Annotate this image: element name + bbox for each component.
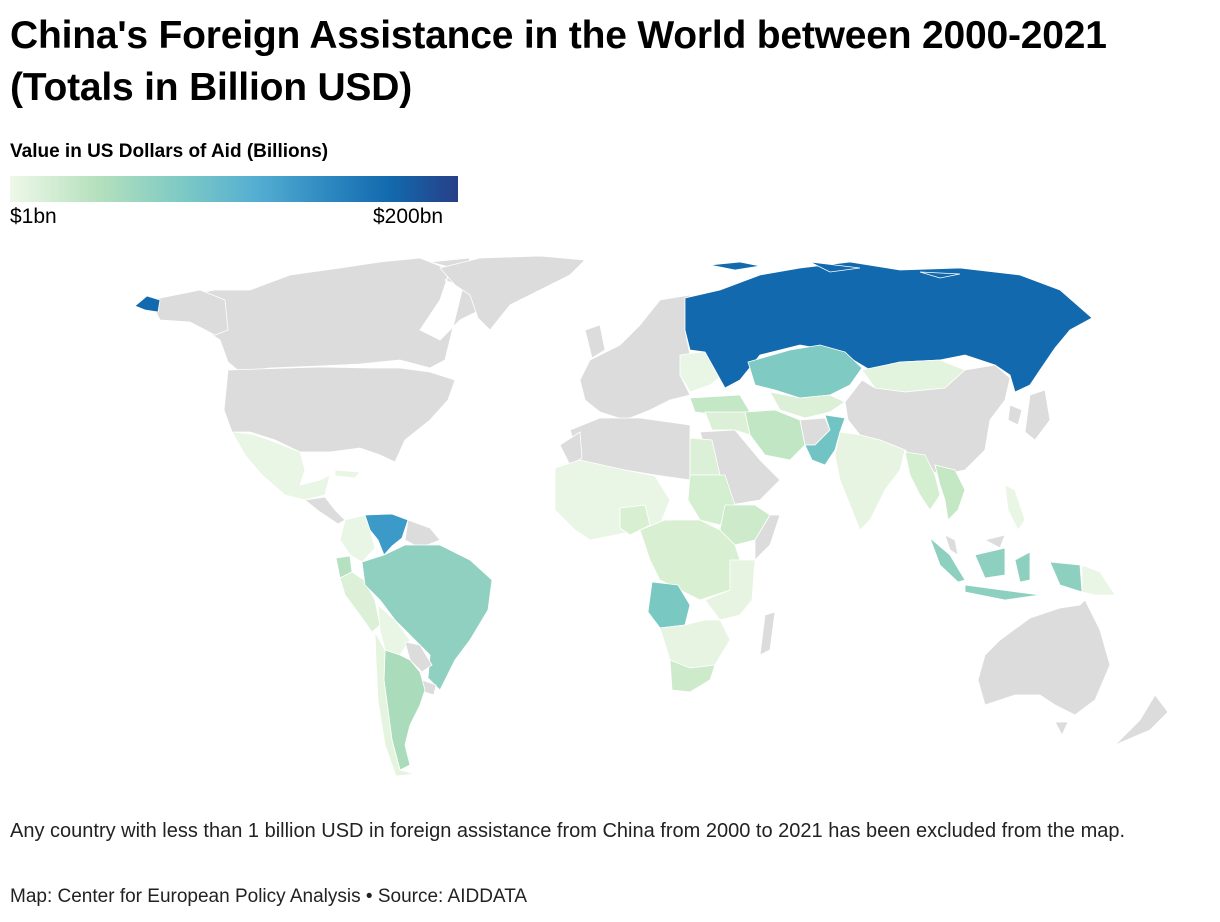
legend-max-label: $200bn xyxy=(373,205,444,228)
guianas[interactable] xyxy=(404,519,441,549)
country-greenland[interactable] xyxy=(439,255,586,331)
legend-min-label: $1bn xyxy=(10,205,57,228)
europe[interactable] xyxy=(579,294,691,421)
country-papua-new-guinea[interactable] xyxy=(1081,564,1116,596)
country-india[interactable] xyxy=(834,431,906,531)
country-venezuela[interactable] xyxy=(364,513,409,556)
country-pakistan[interactable] xyxy=(804,414,846,466)
country-somalia[interactable] xyxy=(754,514,781,561)
east-africa[interactable] xyxy=(704,559,756,621)
country-south-africa[interactable] xyxy=(669,659,716,693)
country-tasmania[interactable] xyxy=(1054,721,1069,736)
country-mexico[interactable] xyxy=(231,431,331,501)
country-philippines[interactable] xyxy=(1004,484,1026,531)
russia-arctic-islands[interactable] xyxy=(709,261,961,279)
country-indonesia[interactable] xyxy=(929,536,1083,601)
country-vietnam[interactable] xyxy=(934,464,966,521)
country-cuba[interactable] xyxy=(334,469,361,479)
country-alaska[interactable] xyxy=(149,289,229,336)
country-iran[interactable] xyxy=(744,409,806,461)
country-russia[interactable] xyxy=(684,261,1093,393)
country-brazil[interactable] xyxy=(361,544,493,691)
footnote: Any country with less than 1 billion USD… xyxy=(10,820,1126,842)
world-map xyxy=(134,255,1169,777)
country-australia[interactable] xyxy=(977,599,1111,716)
country-morocco[interactable] xyxy=(559,431,583,466)
legend-title: Value in US Dollars of Aid (Billions) xyxy=(10,141,329,162)
legend-color-scale xyxy=(10,176,458,202)
russia-chukotka-west[interactable] xyxy=(134,295,161,313)
country-paraguay[interactable] xyxy=(404,641,433,673)
country-iraq-syria[interactable] xyxy=(704,411,751,436)
country-usa[interactable] xyxy=(223,366,456,463)
source-credit: Map: Center for European Policy Analysis… xyxy=(10,886,528,907)
country-myanmar-thailand[interactable] xyxy=(904,451,941,511)
chart-title: China's Foreign Assistance in the World … xyxy=(10,14,1107,109)
country-madagascar[interactable] xyxy=(759,611,776,656)
country-chile[interactable] xyxy=(374,631,416,777)
central-asia-stans[interactable] xyxy=(769,391,846,419)
central-america[interactable] xyxy=(304,496,346,525)
korea-japan[interactable] xyxy=(1007,389,1051,441)
country-new-zealand[interactable] xyxy=(1114,694,1169,746)
country-uk[interactable] xyxy=(584,324,606,359)
country-malaysia[interactable] xyxy=(944,534,1006,556)
country-kazakhstan[interactable] xyxy=(747,344,863,399)
